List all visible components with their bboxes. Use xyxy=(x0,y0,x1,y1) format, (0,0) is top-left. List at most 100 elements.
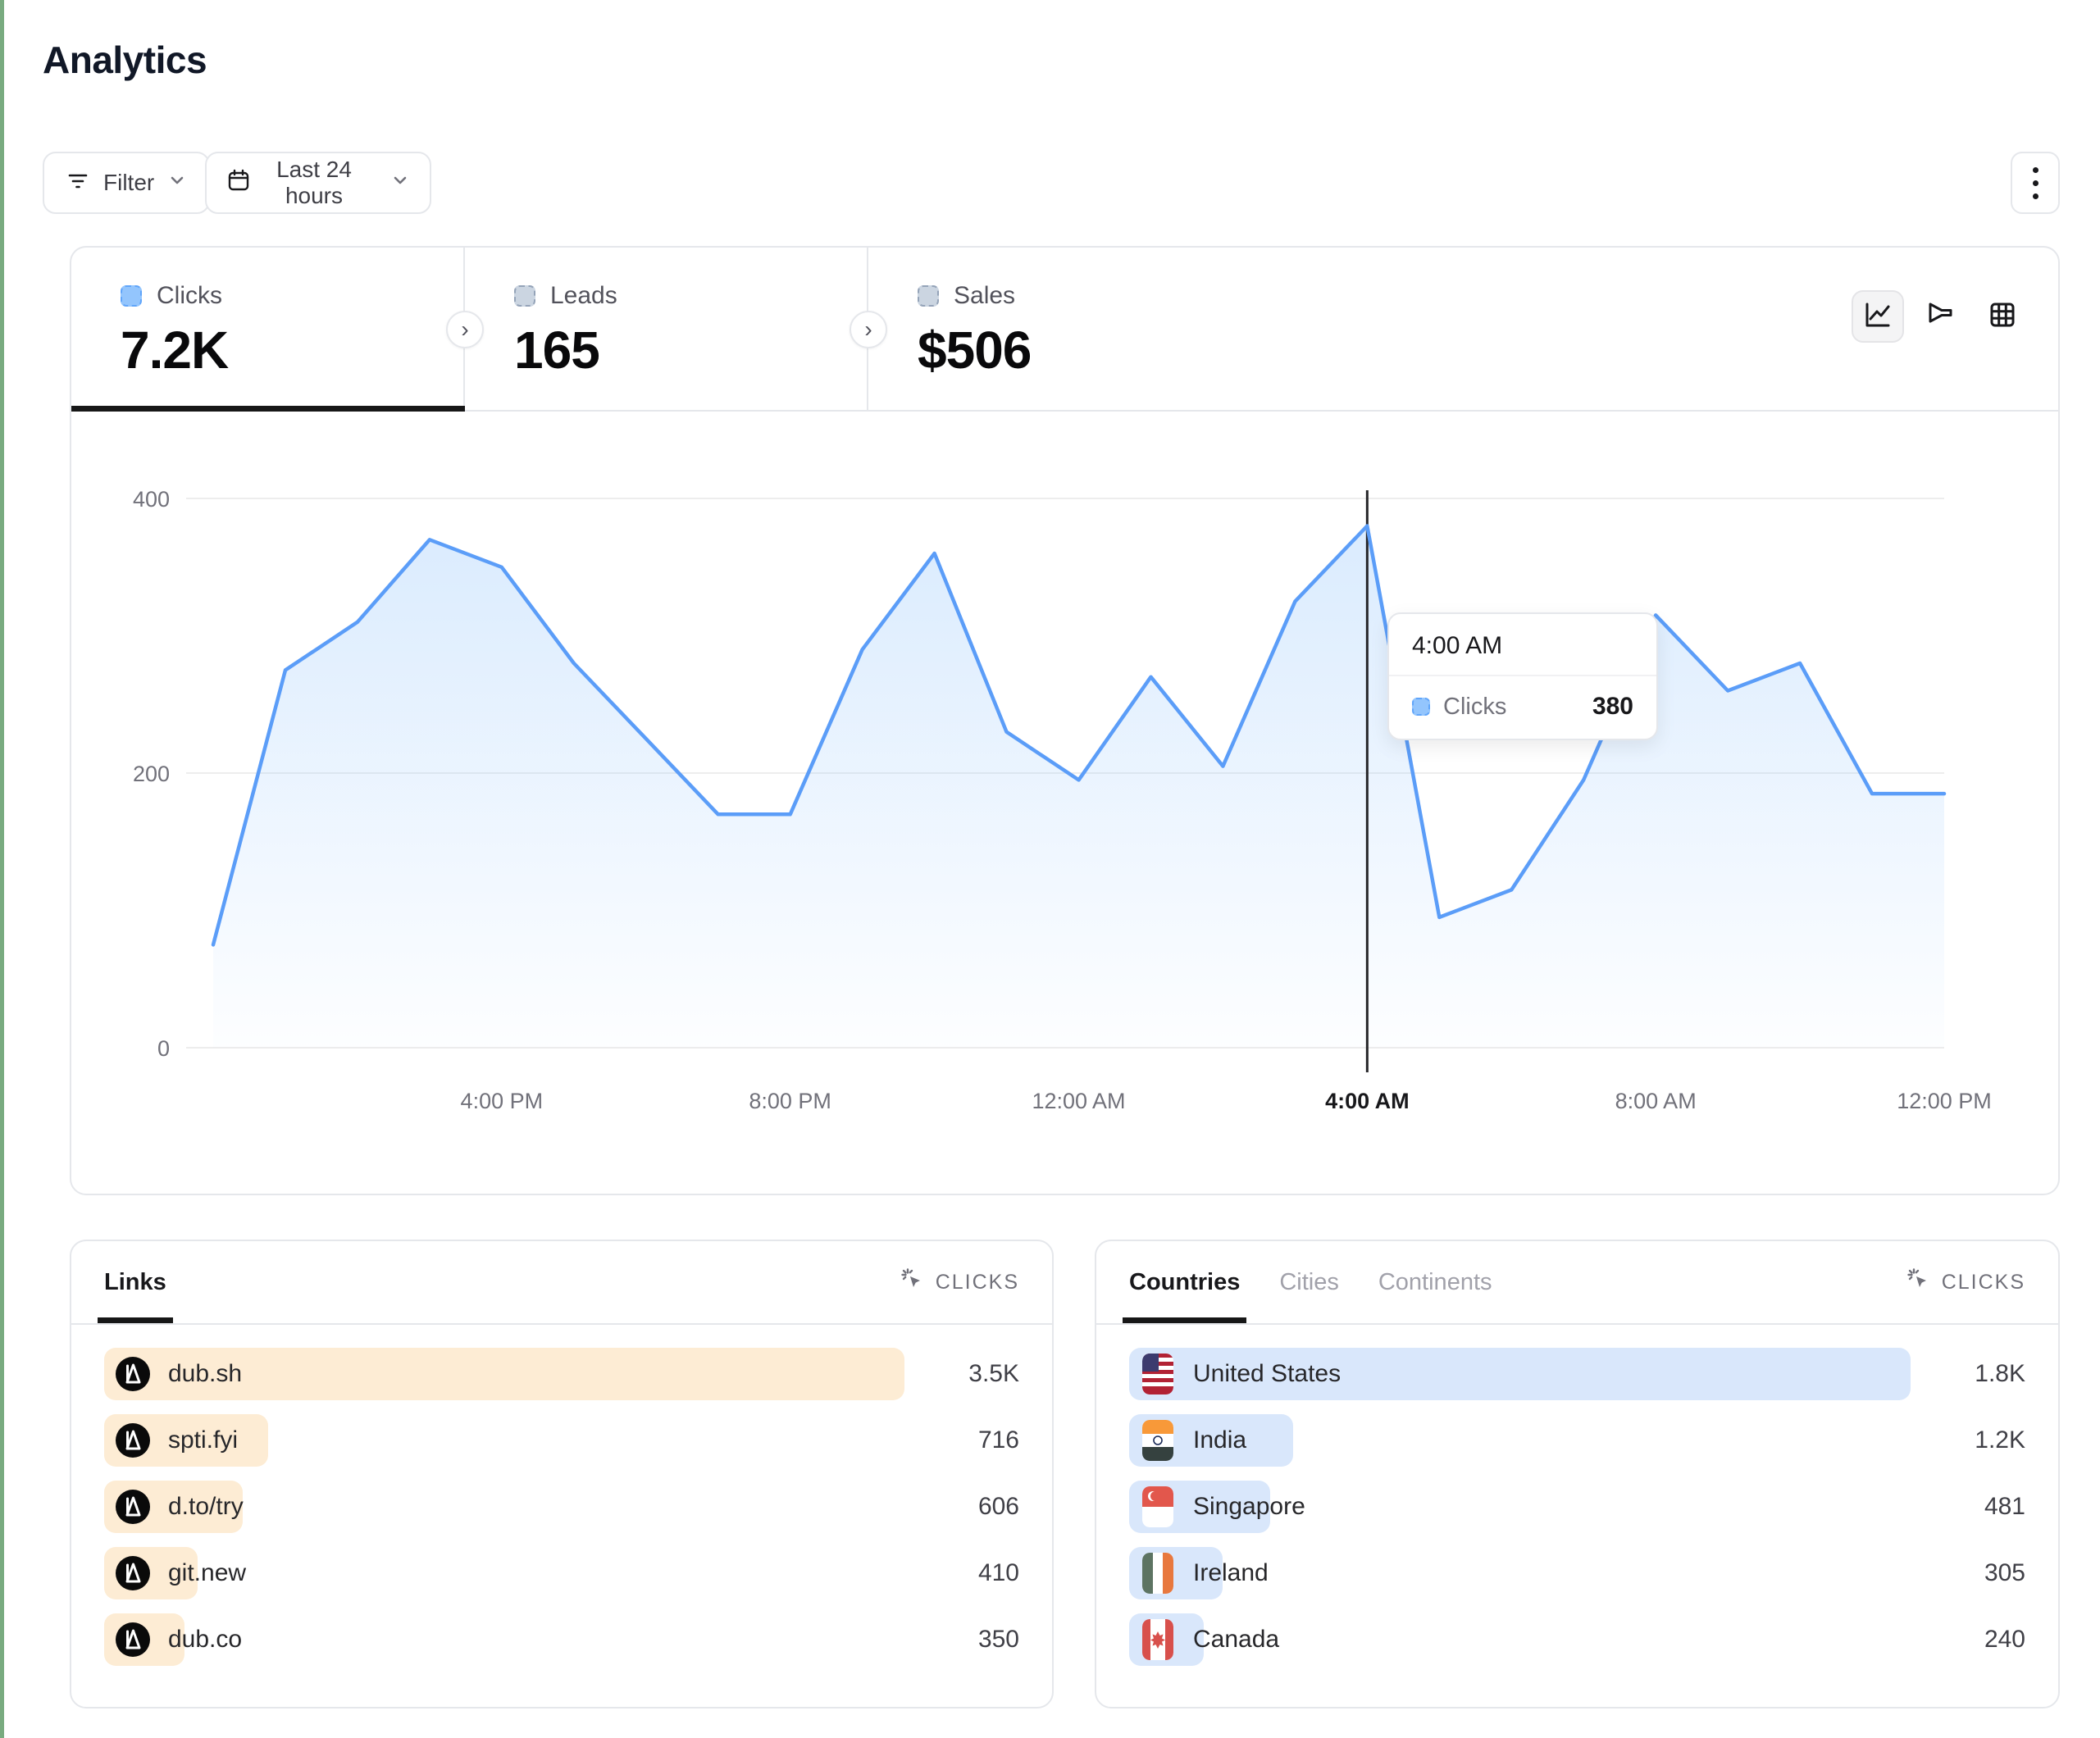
metric-label: Clicks xyxy=(157,282,222,309)
tooltip-time: 4:00 AM xyxy=(1389,614,1656,676)
row-value: 240 xyxy=(1984,1626,2025,1653)
tab-links[interactable]: Links xyxy=(98,1268,173,1323)
cursor-click-icon xyxy=(1906,1267,1932,1299)
dub-logo-icon xyxy=(116,1423,150,1458)
tab-countries[interactable]: Countries xyxy=(1122,1268,1247,1323)
leads-legend-swatch xyxy=(514,285,535,307)
list-item[interactable]: India 1.2K xyxy=(1129,1414,2025,1467)
tab-clicks[interactable]: Clicks 7.2K xyxy=(71,248,465,410)
expand-leads-chevron[interactable]: › xyxy=(850,311,887,348)
funnel-view-button[interactable] xyxy=(1914,290,1966,343)
row-label: Singapore xyxy=(1193,1493,1305,1520)
table-view-button[interactable] xyxy=(1976,290,2029,343)
filter-button[interactable]: Filter xyxy=(43,152,211,214)
kebab-menu-icon xyxy=(2032,166,2039,173)
x-axis-label: 12:00 PM xyxy=(1897,1089,1992,1113)
list-item[interactable]: United States 1.8K xyxy=(1129,1348,2025,1400)
row-value: 1.2K xyxy=(1975,1426,2025,1454)
grid-icon xyxy=(1984,297,2020,337)
x-axis-label: 8:00 AM xyxy=(1615,1089,1697,1113)
clicks-area-fill xyxy=(213,525,1944,1048)
chevron-down-icon xyxy=(167,170,187,196)
tooltip-value: 380 xyxy=(1592,693,1633,720)
filter-button-label: Filter xyxy=(103,170,155,195)
analytics-card: Clicks 7.2K Leads 165 Sales $506 › › xyxy=(70,246,2060,1195)
us-flag-icon xyxy=(1141,1354,1175,1394)
x-axis-label: 8:00 PM xyxy=(749,1089,831,1113)
window-edge-accent xyxy=(0,0,4,1738)
clicks-line xyxy=(211,524,1947,947)
chart-tooltip: 4:00 AM Clicks 380 xyxy=(1387,612,1658,740)
countries-panel: Countries Cities Continents CLICKS Unite… xyxy=(1095,1240,2060,1708)
dub-logo-icon xyxy=(116,1490,150,1524)
clicks-value: 7.2K xyxy=(121,321,229,380)
calendar-icon xyxy=(226,168,251,198)
ca-flag-icon xyxy=(1141,1619,1175,1660)
page-title: Analytics xyxy=(43,39,207,81)
row-value: 1.8K xyxy=(1975,1360,2025,1387)
x-axis-label: 4:00 PM xyxy=(461,1089,544,1113)
funnel-icon xyxy=(1922,297,1958,337)
list-item[interactable]: spti.fyi 716 xyxy=(104,1414,1019,1467)
list-item[interactable]: Canada 240 xyxy=(1129,1613,2025,1666)
dub-logo-icon xyxy=(116,1622,150,1657)
row-value: 3.5K xyxy=(968,1360,1019,1387)
dub-logo-icon xyxy=(116,1357,150,1391)
y-axis-label: 400 xyxy=(133,487,170,512)
x-axis-label: 12:00 AM xyxy=(1032,1089,1125,1113)
cursor-click-icon xyxy=(900,1267,926,1299)
row-label: United States xyxy=(1193,1360,1342,1387)
date-range-button[interactable]: Last 24 hours xyxy=(205,152,431,214)
tab-leads[interactable]: Leads 165 xyxy=(465,248,868,410)
row-label: git.new xyxy=(168,1559,247,1586)
date-range-label: Last 24 hours xyxy=(276,157,352,208)
y-axis-label: 200 xyxy=(133,762,170,786)
sales-legend-swatch xyxy=(918,285,939,307)
ie-flag-icon xyxy=(1141,1553,1175,1594)
row-label: Ireland xyxy=(1193,1559,1269,1586)
list-item[interactable]: dub.co 350 xyxy=(104,1613,1019,1666)
sales-value: $506 xyxy=(918,321,1032,380)
row-value: 716 xyxy=(977,1426,1019,1454)
metric-tabs: Clicks 7.2K Leads 165 Sales $506 › › xyxy=(71,248,2058,412)
row-value: 606 xyxy=(977,1493,1019,1520)
metric-label: Leads xyxy=(550,282,617,309)
in-flag-icon xyxy=(1141,1420,1175,1461)
dub-logo-icon xyxy=(116,1556,150,1590)
sg-flag-icon xyxy=(1141,1486,1175,1527)
x-axis-label: 4:00 AM xyxy=(1325,1089,1410,1113)
y-axis-label: 0 xyxy=(157,1036,170,1061)
row-label: dub.co xyxy=(168,1626,243,1653)
row-label: Canada xyxy=(1193,1626,1280,1653)
line-chart-icon xyxy=(1860,297,1896,337)
row-value: 350 xyxy=(977,1626,1019,1653)
expand-clicks-chevron[interactable]: › xyxy=(446,311,484,348)
list-item[interactable]: git.new 410 xyxy=(104,1547,1019,1599)
row-label: d.to/try xyxy=(168,1493,244,1520)
metric-label: Sales xyxy=(954,282,1016,309)
row-bar xyxy=(104,1348,904,1400)
list-item[interactable]: d.to/try 606 xyxy=(104,1481,1019,1533)
tab-cities[interactable]: Cities xyxy=(1279,1268,1339,1295)
chevron-down-icon xyxy=(390,170,410,196)
row-label: India xyxy=(1193,1426,1247,1454)
tab-sales[interactable]: Sales $506 xyxy=(868,248,1295,410)
row-value: 410 xyxy=(977,1559,1019,1586)
tooltip-series-swatch xyxy=(1412,698,1430,716)
row-value: 481 xyxy=(1984,1493,2025,1520)
list-item[interactable]: dub.sh 3.5K xyxy=(104,1348,1019,1400)
links-metric-header[interactable]: CLICKS xyxy=(900,1267,1019,1299)
active-tab-underline xyxy=(71,406,465,412)
list-item[interactable]: Ireland 305 xyxy=(1129,1547,2025,1599)
row-label: dub.sh xyxy=(168,1360,243,1387)
leads-value: 165 xyxy=(514,321,600,380)
clicks-legend-swatch xyxy=(121,285,142,307)
tooltip-series-label: Clicks xyxy=(1443,693,1507,720)
row-bar xyxy=(1129,1348,1911,1400)
clicks-area-chart[interactable]: 0 200 400 4:00 PM 8:00 PM 12:00 AM 4:00 AM 8:00… xyxy=(71,412,2058,1194)
list-item[interactable]: Singapore 481 xyxy=(1129,1481,2025,1533)
line-chart-view-button[interactable] xyxy=(1852,290,1904,343)
tab-continents[interactable]: Continents xyxy=(1378,1268,1492,1295)
more-options-button[interactable] xyxy=(2011,152,2060,214)
countries-metric-header[interactable]: CLICKS xyxy=(1906,1267,2025,1299)
